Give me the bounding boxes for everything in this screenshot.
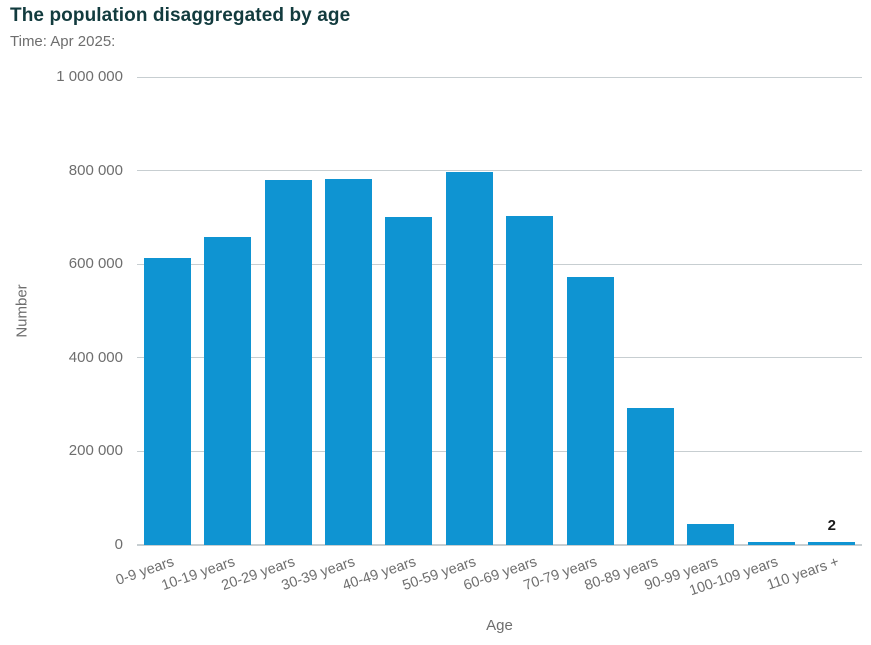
bar[interactable] (627, 408, 675, 545)
gridline (137, 76, 862, 78)
bar[interactable] (506, 216, 554, 545)
y-tick-label: 800 000 (68, 161, 123, 179)
plot-area (137, 76, 862, 546)
bar-value-label: 2 (827, 517, 836, 534)
gridline (137, 170, 862, 172)
gridline (137, 544, 862, 546)
y-axis-labels: 0 200 000 400 000 600 000 800 000 1 000 000 (0, 68, 123, 553)
y-tick-label: 400 000 (68, 348, 123, 366)
bar[interactable] (324, 179, 372, 545)
bar[interactable] (566, 277, 614, 545)
gridline (137, 450, 862, 452)
bar[interactable] (445, 172, 493, 545)
bar[interactable] (385, 217, 433, 545)
y-tick-label: 200 000 (68, 442, 123, 460)
gridline (137, 357, 862, 359)
chart-title: The population disaggregated by age (10, 5, 351, 26)
bar[interactable] (264, 180, 312, 545)
bar[interactable] (204, 237, 252, 545)
bar[interactable] (687, 524, 735, 545)
y-tick-label: 600 000 (68, 255, 123, 273)
x-axis-title: Age (486, 617, 513, 634)
bar[interactable] (808, 542, 856, 545)
bar[interactable] (143, 258, 191, 545)
y-tick-label: 0 (114, 536, 123, 553)
chart-subtitle: Time: Apr 2025: (10, 33, 116, 50)
gridline (137, 263, 862, 265)
y-tick-label: 1 000 000 (56, 68, 123, 85)
bar[interactable] (747, 542, 795, 545)
